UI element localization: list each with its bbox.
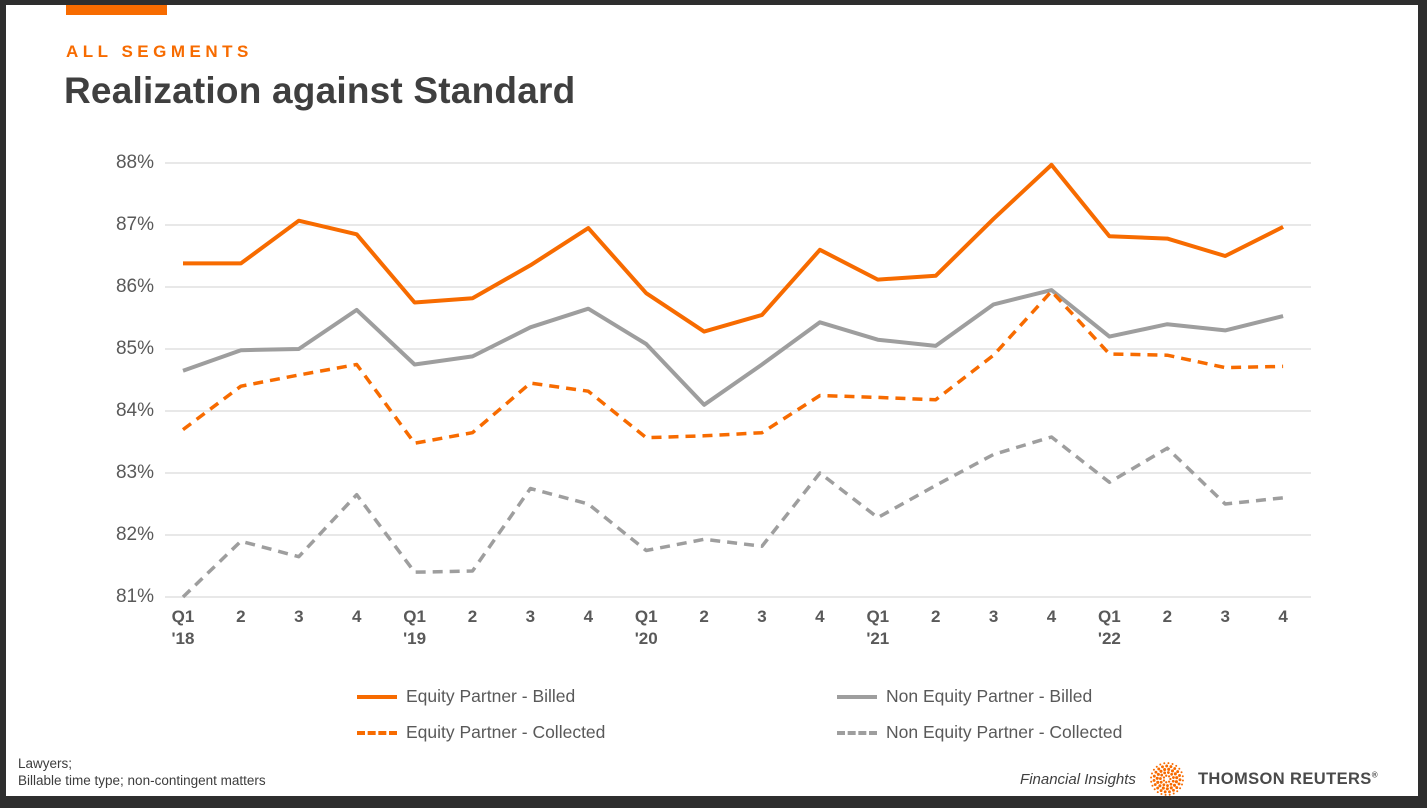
x-tick-label: Q1'21 [866, 607, 890, 648]
registered-mark: ® [1371, 770, 1378, 779]
y-tick-label: 81% [115, 586, 154, 607]
x-tick-label: Q1'18 [171, 607, 195, 648]
legend-swatch-nonequity-collected [837, 730, 877, 735]
legend-item-nonequity-collected: Non Equity Partner - Collected [837, 722, 1122, 743]
legend-swatch-equity-billed [357, 694, 397, 699]
thomson-reuters-logo-icon [1150, 762, 1184, 796]
x-tick-label: 2 [930, 607, 941, 626]
legend-label: Equity Partner - Collected [406, 722, 606, 742]
x-tick-label: 2 [1162, 607, 1173, 626]
financial-insights-label: Financial Insights [1020, 770, 1136, 788]
line-chart [165, 162, 1311, 599]
y-tick-label: 83% [115, 462, 154, 483]
x-tick-label: 4 [1278, 607, 1288, 626]
x-tick-label: 4 [815, 607, 825, 626]
legend-label: Non Equity Partner - Collected [886, 722, 1123, 742]
x-tick-label: 4 [583, 607, 594, 626]
x-tick-label: 3 [1220, 607, 1230, 626]
accent-bar [66, 5, 167, 15]
y-tick-label: 82% [115, 524, 154, 545]
x-tick-label: 4 [351, 607, 362, 626]
x-tick-label: 3 [294, 607, 304, 626]
x-tick-label: 2 [699, 607, 709, 626]
footnote: Lawyers; Billable time type; non-conting… [18, 755, 266, 789]
x-tick-label: Q1'20 [634, 607, 658, 648]
segment-kicker: ALL SEGMENTS [66, 42, 253, 61]
footnote-line-2: Billable time type; non-contingent matte… [18, 773, 266, 788]
x-tick-label: 3 [525, 607, 536, 626]
y-tick-label: 84% [115, 400, 154, 421]
x-tick-label: 2 [467, 607, 478, 626]
brand-footer: Financial Insights THOMSON REUTERS® [1020, 761, 1378, 796]
legend-label: Non Equity Partner - Billed [886, 686, 1093, 706]
x-tick-label: Q1'19 [403, 607, 427, 648]
y-tick-label: 87% [115, 214, 154, 235]
legend-item-equity-collected: Equity Partner - Collected [357, 722, 605, 743]
legend-swatch-equity-collected [357, 730, 397, 735]
y-tick-label: 88% [115, 152, 154, 173]
x-tick-label: 2 [236, 607, 246, 626]
brand-name: THOMSON REUTERS® [1197, 769, 1378, 788]
x-tick-label: 3 [757, 607, 767, 626]
y-tick-label: 86% [115, 276, 154, 297]
legend-item-equity-billed: Equity Partner - Billed [357, 686, 575, 707]
x-tick-label: 4 [1046, 607, 1057, 626]
legend-swatch-nonequity-billed [837, 694, 877, 699]
footnote-line-1: Lawyers; [18, 756, 73, 771]
page-title: Realization against Standard [64, 70, 576, 111]
y-tick-label: 85% [115, 338, 154, 359]
x-tick-label: Q1'22 [1097, 607, 1121, 648]
x-tick-label: 3 [988, 607, 999, 626]
legend-label: Equity Partner - Billed [406, 686, 576, 706]
legend-item-nonequity-billed: Non Equity Partner - Billed [837, 686, 1092, 707]
